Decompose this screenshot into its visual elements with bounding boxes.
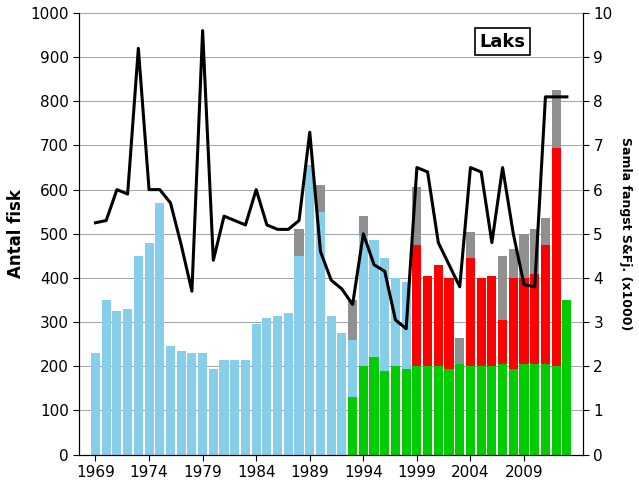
- Bar: [412, 366, 422, 455]
- Bar: [369, 241, 378, 357]
- Bar: [541, 245, 550, 364]
- Bar: [498, 364, 507, 455]
- Bar: [530, 229, 539, 274]
- Bar: [488, 366, 497, 455]
- Bar: [434, 366, 443, 455]
- Bar: [520, 364, 528, 455]
- Bar: [241, 360, 250, 455]
- Bar: [305, 165, 314, 455]
- Bar: [155, 203, 164, 455]
- Bar: [380, 371, 389, 455]
- Bar: [551, 148, 560, 366]
- Bar: [348, 300, 357, 340]
- Bar: [488, 276, 497, 366]
- Bar: [219, 360, 229, 455]
- Bar: [391, 366, 400, 455]
- Bar: [412, 245, 422, 366]
- Text: Laks: Laks: [480, 33, 526, 51]
- Bar: [391, 278, 400, 366]
- Bar: [380, 258, 389, 371]
- Bar: [434, 265, 443, 366]
- Bar: [455, 337, 465, 364]
- Bar: [520, 278, 528, 364]
- Bar: [423, 276, 432, 366]
- Bar: [498, 256, 507, 320]
- Bar: [198, 353, 207, 455]
- Bar: [263, 318, 272, 455]
- Bar: [358, 236, 368, 366]
- Bar: [520, 234, 528, 278]
- Bar: [530, 274, 539, 364]
- Bar: [295, 256, 304, 455]
- Y-axis label: Antal fisk: Antal fisk: [7, 189, 25, 278]
- Bar: [295, 229, 304, 256]
- Bar: [337, 333, 346, 455]
- Bar: [551, 90, 560, 148]
- Bar: [477, 278, 486, 366]
- Bar: [91, 353, 100, 455]
- Bar: [541, 364, 550, 455]
- Bar: [466, 366, 475, 455]
- Bar: [166, 346, 175, 455]
- Bar: [358, 366, 368, 455]
- Bar: [466, 258, 475, 366]
- Bar: [348, 340, 357, 397]
- Bar: [369, 357, 378, 455]
- Bar: [412, 187, 422, 245]
- Bar: [530, 364, 539, 455]
- Bar: [455, 364, 465, 455]
- Bar: [477, 366, 486, 455]
- Bar: [498, 320, 507, 364]
- Bar: [551, 366, 560, 455]
- Bar: [445, 369, 454, 455]
- Bar: [316, 185, 325, 212]
- Bar: [102, 300, 111, 455]
- Bar: [252, 324, 261, 455]
- Bar: [466, 232, 475, 258]
- Bar: [123, 309, 132, 455]
- Bar: [273, 316, 282, 455]
- Bar: [144, 243, 153, 455]
- Bar: [230, 360, 240, 455]
- Bar: [348, 397, 357, 455]
- Bar: [402, 282, 411, 369]
- Bar: [509, 249, 518, 278]
- Bar: [209, 369, 218, 455]
- Bar: [187, 353, 196, 455]
- Bar: [445, 278, 454, 369]
- Bar: [423, 366, 432, 455]
- Bar: [316, 212, 325, 455]
- Bar: [284, 313, 293, 455]
- Bar: [509, 369, 518, 455]
- Bar: [541, 218, 550, 245]
- Bar: [112, 311, 121, 455]
- Bar: [509, 278, 518, 369]
- Bar: [402, 369, 411, 455]
- Bar: [327, 316, 335, 455]
- Bar: [134, 256, 143, 455]
- Bar: [176, 351, 186, 455]
- Bar: [358, 216, 368, 236]
- Y-axis label: Samla fangst S&Fj. (x1000): Samla fangst S&Fj. (x1000): [619, 137, 632, 331]
- Bar: [562, 300, 571, 455]
